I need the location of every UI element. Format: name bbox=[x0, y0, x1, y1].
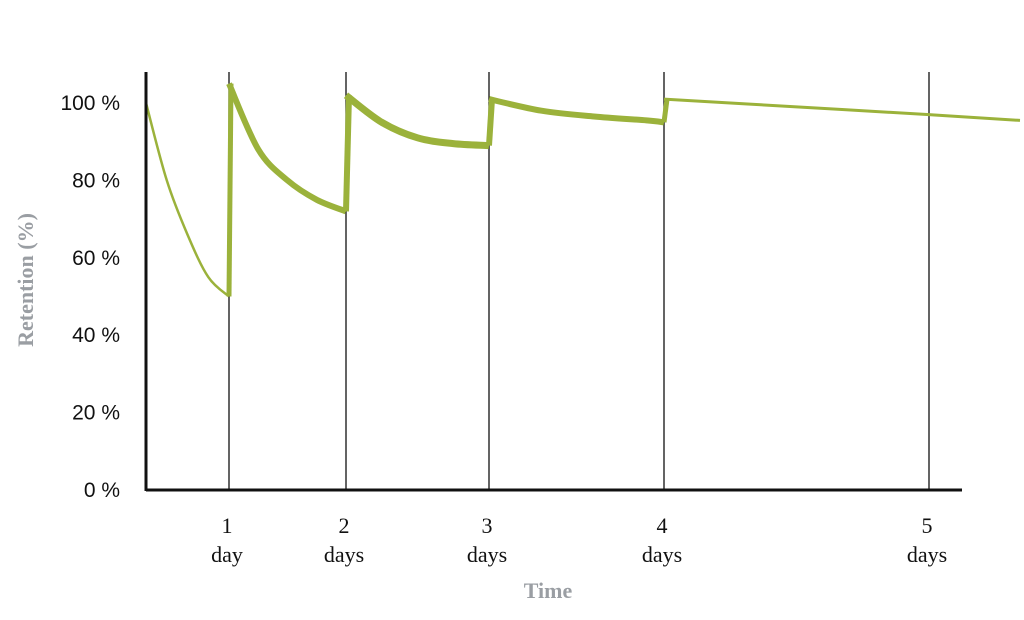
y-axis-title: Retention (%) bbox=[13, 213, 38, 347]
x-tick-number: 1 bbox=[222, 513, 233, 538]
review-jump-day-3 bbox=[486, 98, 495, 146]
retention-curve-segment-2 bbox=[226, 82, 348, 215]
retention-curve-segment-3 bbox=[343, 92, 490, 150]
y-tick-label: 100 % bbox=[60, 92, 120, 115]
x-tick-labels: 1 day 2 days 3 days 4 days 5 days bbox=[211, 513, 947, 567]
y-tick-labels: 0 % 20 % 40 % 60 % 80 % 100 % bbox=[60, 92, 120, 502]
y-tick-label: 0 % bbox=[84, 479, 120, 502]
x-tick-unit: days bbox=[467, 542, 507, 567]
review-jump-day-1 bbox=[226, 83, 234, 297]
review-jump-day-4 bbox=[661, 98, 670, 123]
retention-curve-segment-5 bbox=[663, 97, 1021, 122]
x-tick-unit: days bbox=[324, 542, 364, 567]
x-tick-unit: day bbox=[211, 542, 243, 567]
y-tick-label: 60 % bbox=[72, 247, 120, 270]
retention-curve-segment-1 bbox=[144, 102, 230, 298]
x-tick-number: 3 bbox=[482, 513, 493, 538]
y-tick-label: 20 % bbox=[72, 402, 120, 425]
x-tick-number: 4 bbox=[657, 513, 668, 538]
retention-curve-segment-4 bbox=[488, 96, 665, 126]
day-gridlines bbox=[228, 72, 930, 490]
x-axis-title: Time bbox=[524, 578, 573, 603]
x-tick-unit: days bbox=[642, 542, 682, 567]
retention-curves bbox=[144, 82, 1021, 298]
review-jump-day-2 bbox=[343, 95, 352, 212]
x-tick-number: 5 bbox=[922, 513, 933, 538]
y-tick-label: 40 % bbox=[72, 324, 120, 347]
y-tick-label: 80 % bbox=[72, 169, 120, 192]
x-tick-unit: days bbox=[907, 542, 947, 567]
x-tick-number: 2 bbox=[339, 513, 350, 538]
